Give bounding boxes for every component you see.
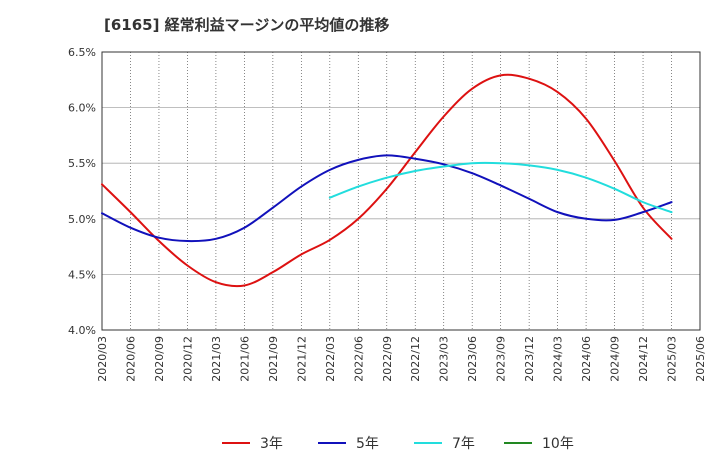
axis-layer [101,51,701,331]
x-tick-label: 2022/06 [352,336,365,382]
x-tick-label: 2025/03 [666,336,679,382]
x-tick-label: 2022/09 [381,336,394,382]
y-tick-label: 4.5% [68,268,96,281]
y-tick-label: 5.5% [68,157,96,170]
legend-label: 3年 [260,436,283,452]
legend-item: 3年 [222,430,283,456]
grid-layer [102,51,700,331]
legend-label: 5年 [356,436,379,452]
x-tick-label: 2022/03 [324,336,337,382]
x-tick-label: 2024/06 [580,336,593,382]
x-tick-label: 2021/12 [295,336,308,382]
legend-label: 7年 [452,436,475,452]
x-tick-label: 2020/03 [96,336,109,382]
series-line-5年 [101,154,673,243]
legend-swatch [318,442,346,444]
line-chart: 4.0% 4.5% 5.0% 5.5% 6.0% 6.5% 2020/03 2020/06 20… [68,46,707,382]
y-tick-label: 4.0% [68,324,96,337]
legend: 3年 5年 7年 10年 [0,430,720,456]
y-tick-label: 5.0% [68,213,96,226]
legend-swatch [504,442,532,444]
x-tick-label: 2021/03 [210,336,223,382]
x-tick-label: 2025/06 [694,336,707,382]
x-tick-label: 2024/09 [609,336,622,382]
chart-title: [6165] 経常利益マージンの平均値の推移 [104,16,390,34]
series-layer [101,73,673,288]
x-tick-label: 2021/06 [238,336,251,382]
x-tick-label: 2020/12 [181,336,194,382]
legend-swatch [414,442,442,444]
legend-item: 5年 [318,430,379,456]
legend-item: 10年 [504,430,574,456]
x-tick-label: 2023/09 [495,336,508,382]
series-line-7年 [328,161,673,214]
series-line-3年 [101,73,673,288]
plot-frame [101,51,701,331]
x-tick-label: 2024/12 [637,336,650,382]
x-tick-label: 2023/06 [466,336,479,382]
x-tick-label: 2023/03 [438,336,451,382]
x-tick-label: 2020/06 [124,336,137,382]
x-tick-label: 2020/09 [153,336,166,382]
y-tick-label: 6.0% [68,102,96,115]
x-tick-label: 2021/09 [267,336,280,382]
x-tick-label: 2023/12 [523,336,536,382]
y-tick-label: 6.5% [68,46,96,59]
legend-swatch [222,442,250,444]
x-tick-label: 2024/03 [552,336,565,382]
legend-label: 10年 [542,436,574,452]
x-tick-label: 2022/12 [409,336,422,382]
legend-item: 7年 [414,430,475,456]
tick-layer: 4.0% 4.5% 5.0% 5.5% 6.0% 6.5% 2020/03 2020/06 20… [68,46,707,382]
